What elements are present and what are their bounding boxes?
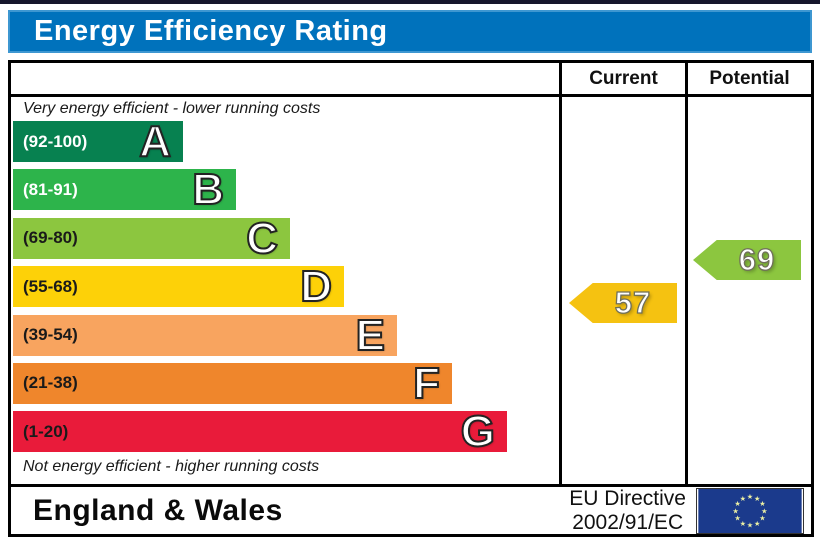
band-row-g: (1-20) G — [13, 407, 559, 457]
table-body: Very energy efficient - lower running co… — [11, 97, 811, 484]
band-row-b: (81-91) B — [13, 165, 559, 215]
band-range-label: (81-91) — [23, 179, 78, 199]
svg-text:★: ★ — [740, 518, 746, 527]
band-chart-cell: Very energy efficient - lower running co… — [11, 97, 559, 484]
svg-text:★: ★ — [747, 492, 753, 501]
svg-text:★: ★ — [759, 513, 765, 522]
band-row-d: (55-68) D — [13, 262, 559, 312]
band-row-a: (92-100) A — [13, 117, 559, 166]
eu-directive-text: EU Directive 2002/91/EC — [569, 487, 686, 534]
band-bar-d: (55-68) D — [13, 262, 344, 312]
eu-flag-field — [698, 488, 802, 533]
header-chart-spacer — [11, 63, 559, 94]
band-range-label: (39-54) — [23, 325, 78, 345]
table-header-row: Current Potential — [11, 63, 811, 97]
title-bar: Energy Efficiency Rating — [8, 10, 812, 53]
eu-directive-line2: 2002/91/EC — [572, 510, 684, 534]
potential-rating-value: 69 — [738, 241, 776, 277]
band-bar-g: (1-20) G — [13, 407, 507, 457]
svg-text:★: ★ — [761, 506, 767, 515]
band-bar-f: (21-38) F — [13, 358, 452, 408]
current-rating-cell: 57 — [559, 97, 685, 484]
header-current: Current — [559, 63, 685, 94]
band-range-label: (21-38) — [23, 373, 78, 393]
band-range-label: (69-80) — [23, 228, 78, 248]
svg-text:★: ★ — [754, 493, 760, 502]
band-range-label: (1-20) — [23, 421, 69, 441]
band-bar-a: (92-100) A — [13, 117, 183, 166]
band-row-e: (39-54) E — [13, 310, 559, 360]
svg-text:★: ★ — [734, 499, 740, 508]
band-letter: G — [460, 407, 496, 457]
band-ladder: (92-100) A (81-91) B (69-80) C — [11, 117, 559, 457]
band-bar-b: (81-91) B — [13, 165, 236, 215]
header-potential: Potential — [685, 63, 811, 94]
svg-text:★: ★ — [747, 520, 753, 529]
table-footer-row: England & Wales EU Directive 2002/91/EC … — [11, 484, 811, 534]
band-range-label: (55-68) — [23, 276, 78, 296]
band-letter: C — [245, 213, 279, 263]
potential-rating-cell: 69 — [685, 97, 811, 484]
svg-text:★: ★ — [759, 499, 765, 508]
band-letter: E — [355, 310, 386, 360]
band-letter: F — [412, 358, 441, 408]
region-label: England & Wales — [33, 493, 283, 527]
band-row-f: (21-38) F — [13, 358, 559, 408]
current-rating-arrow: 57 — [569, 283, 677, 323]
band-row-c: (69-80) C — [13, 213, 559, 263]
band-letter: D — [299, 262, 333, 312]
page-title: Energy Efficiency Rating — [34, 15, 388, 47]
eu-flag-icon: ★ ★ ★ ★ ★ ★ ★ ★ ★ ★ ★ ★ — [696, 487, 804, 534]
top-edge-strip — [0, 0, 820, 4]
svg-text:★: ★ — [732, 506, 738, 515]
svg-text:★: ★ — [754, 518, 760, 527]
caption-efficient: Very energy efficient - lower running co… — [23, 100, 321, 117]
potential-rating-arrow: 69 — [693, 240, 801, 280]
svg-text:★: ★ — [740, 493, 746, 502]
eu-directive-line1: EU Directive — [569, 486, 686, 510]
current-rating-value: 57 — [614, 284, 652, 320]
band-bar-e: (39-54) E — [13, 310, 397, 360]
band-range-label: (92-100) — [23, 131, 88, 151]
caption-not-efficient: Not energy efficient - higher running co… — [23, 458, 320, 476]
svg-text:★: ★ — [734, 513, 740, 522]
band-letter: B — [191, 165, 225, 215]
epc-table: Current Potential Very energy efficient … — [8, 60, 814, 537]
band-letter: A — [138, 117, 172, 166]
band-bar-c: (69-80) C — [13, 213, 290, 263]
